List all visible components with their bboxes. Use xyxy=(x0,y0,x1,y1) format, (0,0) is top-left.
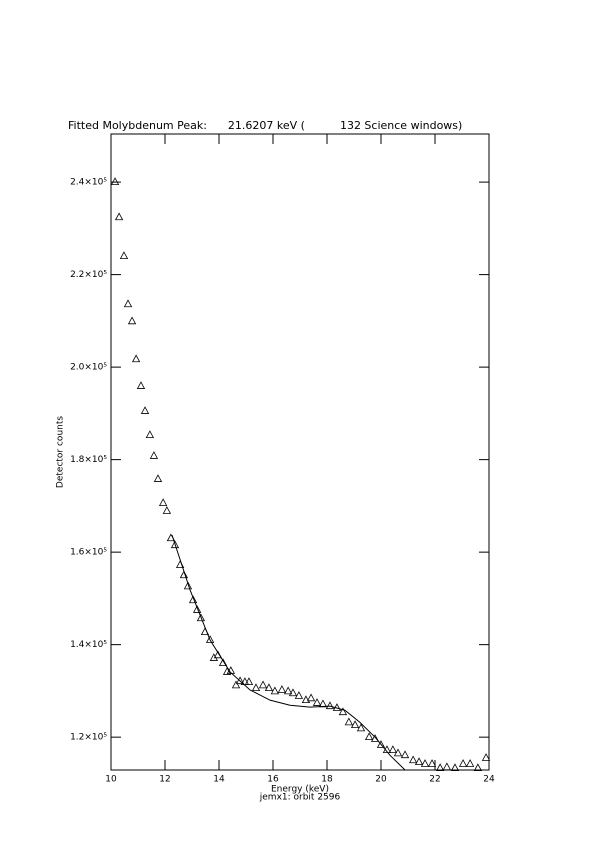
data-point xyxy=(183,581,193,590)
data-point xyxy=(251,683,261,692)
data-point xyxy=(356,723,366,732)
data-point xyxy=(235,676,245,685)
data-point xyxy=(301,695,311,704)
data-point xyxy=(127,316,137,325)
data-point xyxy=(312,698,322,706)
data-point xyxy=(179,570,189,579)
data-point xyxy=(481,753,491,761)
data-point xyxy=(465,759,475,767)
subtitle: jemx1: orbit 2596 xyxy=(259,793,341,803)
data-point xyxy=(218,658,228,667)
y-tick-label: 2.2×10⁵ xyxy=(70,270,107,280)
data-point xyxy=(458,759,468,767)
data-point xyxy=(344,717,354,726)
chart-title: Fitted Molybdenum Peak: 21.6207 keV ( 13… xyxy=(68,119,462,132)
data-point xyxy=(196,613,206,622)
data-point xyxy=(170,540,180,549)
data-point xyxy=(435,763,445,772)
x-tick-label: 20 xyxy=(375,775,387,785)
data-point xyxy=(427,759,437,767)
data-point xyxy=(192,605,202,613)
x-tick-label: 22 xyxy=(429,775,440,785)
data-point xyxy=(231,680,241,689)
data-point xyxy=(376,740,386,748)
x-tick-label: 12 xyxy=(159,775,170,785)
data-point xyxy=(364,732,374,741)
data-point xyxy=(140,406,150,414)
data-point xyxy=(145,430,155,439)
x-tick-label: 18 xyxy=(321,775,333,785)
data-point xyxy=(162,506,172,514)
data-point xyxy=(131,354,141,363)
data-point xyxy=(114,212,124,221)
data-point xyxy=(420,759,430,767)
data-point xyxy=(153,474,163,482)
data-point xyxy=(294,691,304,699)
y-tick-label: 1.8×10⁵ xyxy=(70,455,107,465)
data-point xyxy=(270,686,280,695)
data-point xyxy=(110,177,120,186)
fit-line xyxy=(171,534,406,770)
data-point xyxy=(318,699,328,708)
data-point xyxy=(240,677,250,686)
y-tick-label: 1.2×10⁵ xyxy=(70,733,107,743)
data-point xyxy=(400,750,410,759)
data-point xyxy=(205,635,215,643)
y-tick-label: 1.6×10⁵ xyxy=(70,548,107,558)
data-point xyxy=(277,685,287,693)
data-point xyxy=(209,653,219,661)
data-point xyxy=(306,693,316,702)
data-point xyxy=(258,680,268,689)
data-point xyxy=(338,707,348,716)
x-tick-label: 14 xyxy=(213,775,225,785)
x-tick-label: 16 xyxy=(267,775,279,785)
y-axis-label: Detector counts xyxy=(56,416,66,488)
data-point xyxy=(244,677,254,686)
data-point xyxy=(283,686,293,695)
data-point xyxy=(370,734,380,742)
data-point xyxy=(408,755,418,764)
x-tick-label: 24 xyxy=(483,775,495,785)
y-tick-label: 2.4×10⁵ xyxy=(70,178,107,188)
data-point xyxy=(450,763,460,772)
plot-frame xyxy=(110,133,490,771)
data-point xyxy=(442,762,452,771)
data-point xyxy=(264,683,274,692)
data-point xyxy=(149,451,159,459)
y-tick-label: 2.0×10⁵ xyxy=(70,363,107,373)
data-point xyxy=(388,745,398,754)
data-point xyxy=(473,763,483,772)
data-point xyxy=(288,688,298,697)
data-point xyxy=(414,757,424,766)
x-axis-label: Energy (keV) xyxy=(271,785,329,795)
y-tick-label: 1.4×10⁵ xyxy=(70,640,107,650)
data-point xyxy=(123,299,133,308)
data-point xyxy=(325,701,335,710)
data-point xyxy=(119,251,129,260)
data-point xyxy=(158,498,168,507)
x-tick-label: 10 xyxy=(105,775,117,785)
data-point xyxy=(393,748,403,757)
data-point xyxy=(188,595,198,604)
data-point xyxy=(350,720,360,729)
data-point xyxy=(136,381,146,389)
